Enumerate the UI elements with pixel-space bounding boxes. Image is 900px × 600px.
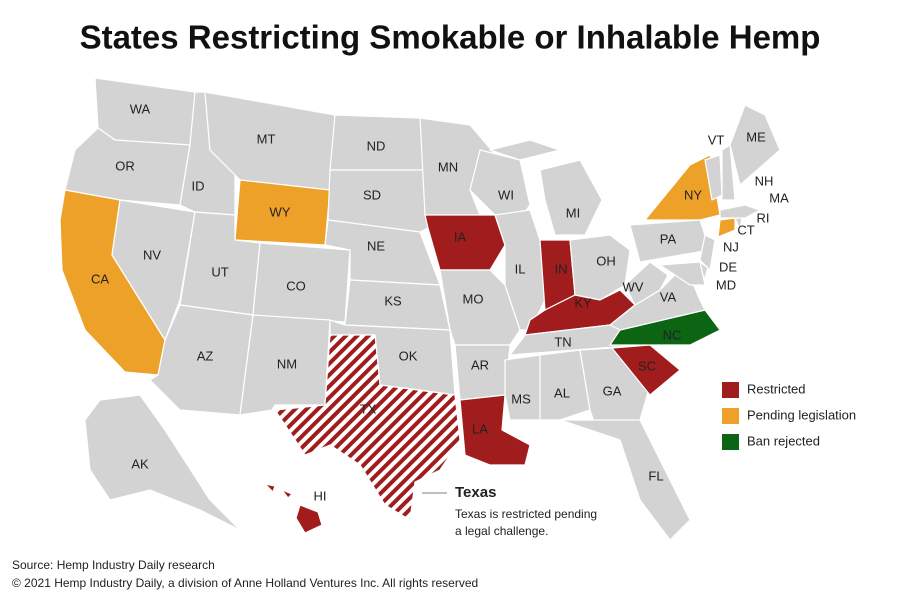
state-shape bbox=[281, 489, 293, 499]
state-label: MO bbox=[463, 291, 484, 306]
state-label: LA bbox=[472, 421, 488, 436]
state-shape bbox=[659, 261, 706, 286]
state-shape bbox=[719, 204, 761, 219]
state-label: IN bbox=[555, 261, 568, 276]
state-shape bbox=[729, 104, 781, 186]
state-label: VT bbox=[708, 132, 725, 147]
state-label: NY bbox=[684, 187, 702, 202]
state-label: UT bbox=[211, 264, 228, 279]
state-shape bbox=[624, 261, 669, 306]
state-label: IL bbox=[515, 261, 526, 276]
state-label: TX bbox=[360, 401, 377, 416]
state-label: SD bbox=[363, 187, 381, 202]
state-label: AR bbox=[471, 357, 489, 372]
state-label: NE bbox=[367, 238, 385, 253]
state-label: CA bbox=[91, 271, 109, 286]
state-shape bbox=[459, 394, 531, 466]
state-shape bbox=[264, 483, 276, 493]
state-label: NM bbox=[277, 356, 297, 371]
state-label: NC bbox=[663, 327, 682, 342]
state-label: IA bbox=[454, 229, 467, 244]
state-label: KY bbox=[574, 295, 592, 310]
state-label: MA bbox=[769, 190, 789, 205]
legend-swatch bbox=[722, 408, 739, 424]
state-shape bbox=[454, 344, 511, 401]
texas-note-line: Texas is restricted pending bbox=[455, 507, 597, 521]
state-label: HI bbox=[314, 488, 327, 503]
state-label: ND bbox=[367, 138, 386, 153]
state-label: WI bbox=[498, 187, 514, 202]
state-label: MN bbox=[438, 159, 458, 174]
state-label: AL bbox=[554, 385, 570, 400]
legend-label: Ban rejected bbox=[747, 433, 820, 448]
state-shape bbox=[295, 504, 323, 534]
state-shape bbox=[64, 127, 191, 206]
state-label: OR bbox=[115, 158, 135, 173]
state-label: MD bbox=[716, 277, 736, 292]
state-label: MS bbox=[511, 391, 531, 406]
state-shape bbox=[721, 144, 736, 201]
legend: Restricted Pending legislation Ban rejecte… bbox=[722, 381, 856, 450]
legend-label: Pending legislation bbox=[747, 407, 856, 422]
state-shape bbox=[699, 234, 716, 271]
state-label: NH bbox=[755, 173, 774, 188]
copyright: © 2021 Hemp Industry Daily, a division o… bbox=[12, 576, 478, 590]
state-shape bbox=[489, 139, 561, 161]
legend-swatch bbox=[722, 434, 739, 450]
state-label: DE bbox=[719, 259, 737, 274]
state-shape bbox=[559, 419, 691, 541]
state-label: WV bbox=[623, 279, 644, 294]
state-label: TN bbox=[554, 334, 571, 349]
state-label: KS bbox=[384, 293, 402, 308]
state-label: VA bbox=[660, 289, 677, 304]
states bbox=[59, 77, 781, 541]
source: Source: Hemp Industry Daily research bbox=[12, 558, 215, 572]
texas-note-title: Texas bbox=[455, 484, 496, 501]
state-label: ID bbox=[192, 178, 205, 193]
state-label: MT bbox=[257, 131, 276, 146]
state-label: NV bbox=[143, 247, 161, 262]
state-label: MI bbox=[566, 205, 580, 220]
state-label: PA bbox=[660, 231, 677, 246]
state-shape bbox=[84, 394, 241, 531]
state-label: AK bbox=[131, 456, 149, 471]
texas-note-line: a legal challenge. bbox=[455, 524, 548, 538]
title: States Restricting Smokable or Inhalable… bbox=[80, 19, 821, 56]
state-shape bbox=[539, 349, 591, 421]
state-label: NJ bbox=[723, 239, 739, 254]
state-shape bbox=[609, 264, 706, 331]
legend-swatch bbox=[722, 382, 739, 398]
state-label: GA bbox=[603, 383, 622, 398]
state-shape bbox=[439, 269, 521, 346]
legend-label: Restricted bbox=[747, 381, 806, 396]
state-shape bbox=[717, 217, 736, 238]
state-label: RI bbox=[757, 210, 770, 225]
state-label: CO bbox=[286, 278, 306, 293]
state-label: CT bbox=[737, 222, 754, 237]
state-label: ME bbox=[746, 129, 766, 144]
state-label: OK bbox=[399, 348, 418, 363]
state-label: AZ bbox=[197, 348, 214, 363]
state-label: WA bbox=[130, 101, 151, 116]
state-labels: WA OR CA NV ID MT WY UT CO AZ NM ND SD NE KS OK TX MN IA MO… bbox=[91, 101, 789, 503]
state-shape bbox=[611, 344, 681, 396]
state-label: WY bbox=[270, 204, 291, 219]
state-shape bbox=[111, 199, 196, 341]
state-shape bbox=[504, 354, 541, 421]
state-shape bbox=[539, 159, 603, 236]
state-label: SC bbox=[638, 358, 656, 373]
state-label: FL bbox=[648, 468, 663, 483]
state-label: OH bbox=[596, 253, 616, 268]
state-shape bbox=[274, 334, 461, 521]
state-shape bbox=[327, 169, 429, 233]
